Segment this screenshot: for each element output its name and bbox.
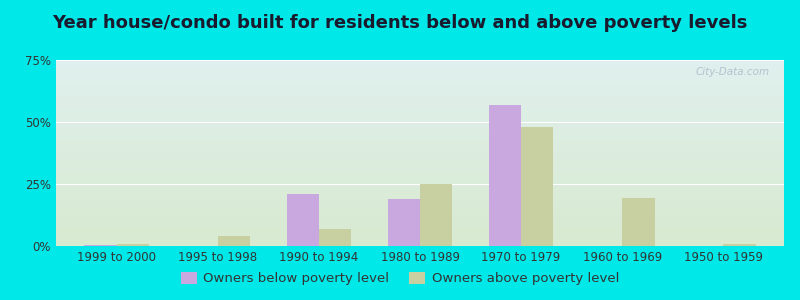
Bar bbox=[622, 198, 654, 246]
Legend: Owners below poverty level, Owners above poverty level: Owners below poverty level, Owners above… bbox=[176, 266, 624, 290]
Bar bbox=[84, 245, 117, 246]
Bar bbox=[218, 236, 250, 246]
Bar bbox=[117, 244, 149, 246]
Text: Year house/condo built for residents below and above poverty levels: Year house/condo built for residents bel… bbox=[52, 14, 748, 32]
Bar bbox=[521, 127, 554, 246]
Bar bbox=[723, 244, 756, 246]
Bar bbox=[489, 105, 521, 246]
Bar bbox=[286, 194, 319, 246]
Bar bbox=[420, 184, 452, 246]
Bar bbox=[319, 229, 351, 246]
Text: City-Data.com: City-Data.com bbox=[695, 68, 770, 77]
Bar bbox=[388, 199, 420, 246]
